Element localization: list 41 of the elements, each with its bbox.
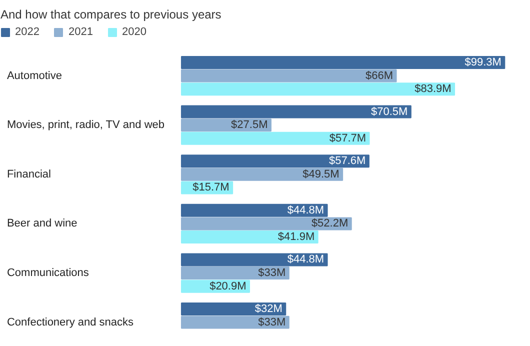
bar <box>180 230 318 244</box>
legend-label: 2022 <box>15 26 40 38</box>
bar <box>180 56 506 69</box>
data-label: $49.5M <box>302 168 340 180</box>
data-label: $99.3M <box>464 56 502 68</box>
bar <box>180 132 370 145</box>
y-tick-label: Financial <box>6 168 51 180</box>
legend-label: 2021 <box>68 26 93 38</box>
data-label: $27.5M <box>231 119 268 132</box>
data-label: $66M <box>366 70 394 82</box>
data-label: $44.8M <box>287 254 324 266</box>
data-label: $20.9M <box>210 280 246 292</box>
bar <box>180 266 290 280</box>
data-label: $52.2M <box>311 218 348 230</box>
chart-subtitle: And how that compares to previous years <box>0 8 222 22</box>
data-label: $57.7M <box>329 132 366 144</box>
bar <box>180 69 397 82</box>
data-label: $83.9M <box>414 83 452 96</box>
data-label: $44.8M <box>287 204 324 216</box>
data-label: $41.9M <box>278 231 315 244</box>
bar <box>180 82 456 96</box>
y-tick-label: Confectionery and snacks <box>6 316 134 328</box>
bar <box>180 204 328 217</box>
legend-label: 2020 <box>122 26 146 38</box>
y-tick-label: Automotive <box>6 70 62 82</box>
bar <box>180 217 352 230</box>
y-tick-label: Beer and wine <box>6 218 78 230</box>
y-tick-label: Movies, print, radio, TV and web <box>6 119 165 132</box>
bar <box>180 168 344 181</box>
bar <box>180 154 370 168</box>
bar <box>180 302 286 316</box>
bar <box>180 105 412 118</box>
data-label: $57.6M <box>329 155 366 168</box>
bar <box>180 316 290 329</box>
data-label: $33M <box>258 316 286 328</box>
bar <box>180 253 328 266</box>
data-label: $15.7M <box>192 182 230 194</box>
data-label: $32M <box>254 303 282 315</box>
data-label: $70.5M <box>370 106 408 118</box>
y-tick-label: Communications <box>6 267 90 280</box>
data-label: $33M <box>258 267 286 280</box>
